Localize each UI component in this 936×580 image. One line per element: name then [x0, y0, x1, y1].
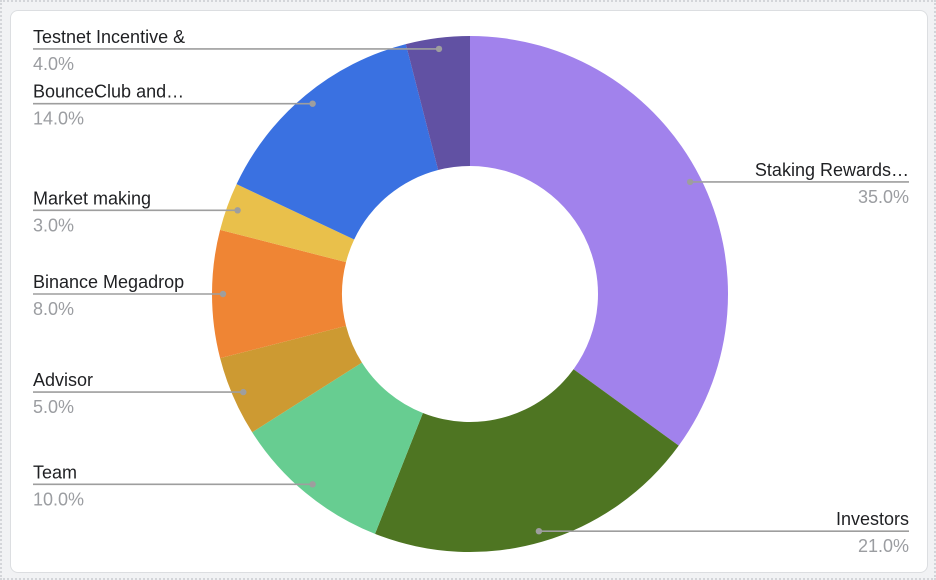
- slice-pct-investors: 21.0%: [858, 536, 909, 556]
- slice-label-binance-megadrop: Binance Megadrop: [33, 272, 184, 292]
- donut-slices: [212, 36, 729, 553]
- donut-slice-advisor[interactable]: [220, 325, 362, 433]
- slice-pct-market-making: 3.0%: [33, 215, 74, 235]
- slice-pct-advisor: 5.0%: [33, 397, 74, 417]
- callout-dot-investors: [535, 528, 543, 535]
- slice-label-market-making: Market making: [33, 188, 151, 208]
- slice-label-staking-rewards: Staking Rewards…: [755, 160, 909, 180]
- slice-label-testnet-incentive: Testnet Incentive &: [33, 27, 185, 47]
- callout-dot-market-making: [234, 207, 241, 214]
- callout-lines: [33, 45, 909, 535]
- slice-pct-staking-rewards: 35.0%: [858, 187, 909, 207]
- slice-label-team: Team: [33, 462, 77, 482]
- slice-pct-binance-megadrop: 8.0%: [33, 299, 74, 319]
- slice-label-investors: Investors: [836, 509, 909, 529]
- callout-dot-binance-megadrop: [219, 290, 227, 298]
- donut-slice-team[interactable]: [252, 362, 423, 534]
- donut-slice-staking-rewards[interactable]: [470, 36, 729, 446]
- slice-pct-team: 10.0%: [33, 489, 84, 509]
- callout-dot-team: [309, 481, 316, 488]
- callout-dot-advisor: [240, 388, 247, 396]
- callout-dot-staking-rewards: [686, 178, 694, 186]
- donut-slice-bounceclub-and[interactable]: [236, 44, 439, 240]
- donut-slice-investors[interactable]: [375, 369, 679, 553]
- callout-labels: Staking Rewards… 35.0% Investors 21.0% Team 1…: [33, 27, 909, 556]
- donut-slice-market-making[interactable]: [220, 184, 355, 263]
- slice-label-bounceclub-and: BounceClub and…: [33, 82, 184, 102]
- slice-pct-bounceclub-and: 14.0%: [33, 109, 84, 129]
- callout-dot-bounceclub-and: [309, 100, 316, 107]
- callout-dot-testnet-incentive: [435, 45, 443, 53]
- donut-slice-binance-megadrop[interactable]: [212, 229, 347, 359]
- slice-pct-testnet-incentive: 4.0%: [33, 54, 74, 74]
- slice-label-advisor: Advisor: [33, 370, 93, 390]
- donut-slice-testnet-incentive[interactable]: [405, 36, 470, 171]
